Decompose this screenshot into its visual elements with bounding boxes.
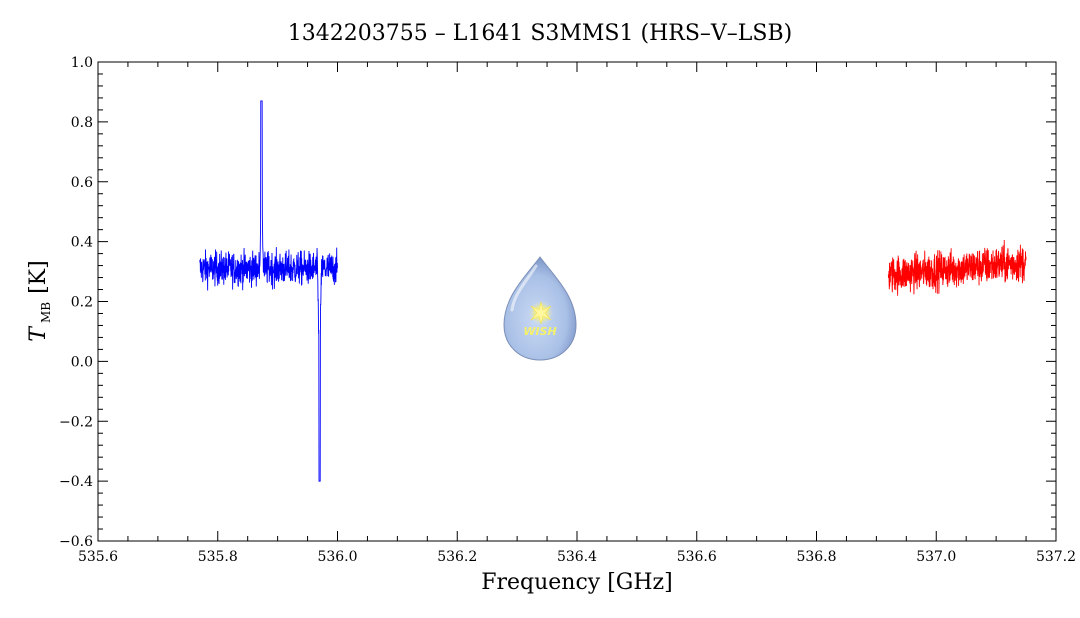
axis-ticks	[97, 61, 1057, 542]
x-tick-labels: 535.6 535.8 536.0 536.2 536.4 536.6 536.8 537.0…	[78, 549, 1076, 565]
y-tick-labels: −0.6 −0.4 −0.2 0.0 0.2 0.4 0.6 0.8 1.0	[59, 55, 93, 550]
y-tick-label: 0.4	[71, 235, 93, 251]
x-tick-label: 536.8	[796, 549, 836, 565]
spectrum-series-1	[199, 100, 338, 482]
y-tick-label: −0.4	[59, 474, 93, 490]
y-axis-symbol: T	[26, 325, 51, 342]
x-axis-label: Frequency [GHz]	[481, 570, 673, 595]
y-tick-label: 0.6	[71, 175, 93, 191]
series-layer	[199, 100, 1027, 482]
y-tick-label: 0.8	[71, 115, 93, 131]
x-tick-label: 536.4	[557, 549, 597, 565]
wish-logo: WISH	[503, 256, 577, 361]
x-tick-label: 535.6	[78, 549, 118, 565]
svg-text:T MB [K]: T MB [K]	[26, 260, 54, 341]
y-tick-label: 1.0	[71, 55, 93, 71]
logo-label: WISH	[523, 325, 556, 338]
x-tick-label: 537.2	[1036, 549, 1076, 565]
y-tick-label: −0.2	[59, 414, 93, 430]
y-tick-label: 0.2	[71, 295, 93, 311]
x-tick-label: 536.0	[317, 549, 357, 565]
plot-frame	[97, 61, 1057, 542]
y-axis-label: T MB [K]	[26, 260, 54, 341]
y-axis-unit: [K]	[26, 260, 51, 294]
y-tick-label: −0.6	[59, 534, 93, 550]
star-icon	[530, 301, 552, 325]
x-tick-label: 535.8	[198, 549, 238, 565]
x-tick-label: 536.2	[437, 549, 477, 565]
spectrum-series-2	[887, 240, 1027, 296]
y-tick-label: 0.0	[71, 354, 93, 370]
x-tick-label: 536.6	[677, 549, 717, 565]
chart-title: 1342203755 – L1641 S3MMS1 (HRS–V–LSB)	[288, 21, 792, 46]
x-tick-label: 537.0	[916, 549, 956, 565]
y-axis-subscript: MB	[39, 302, 53, 323]
